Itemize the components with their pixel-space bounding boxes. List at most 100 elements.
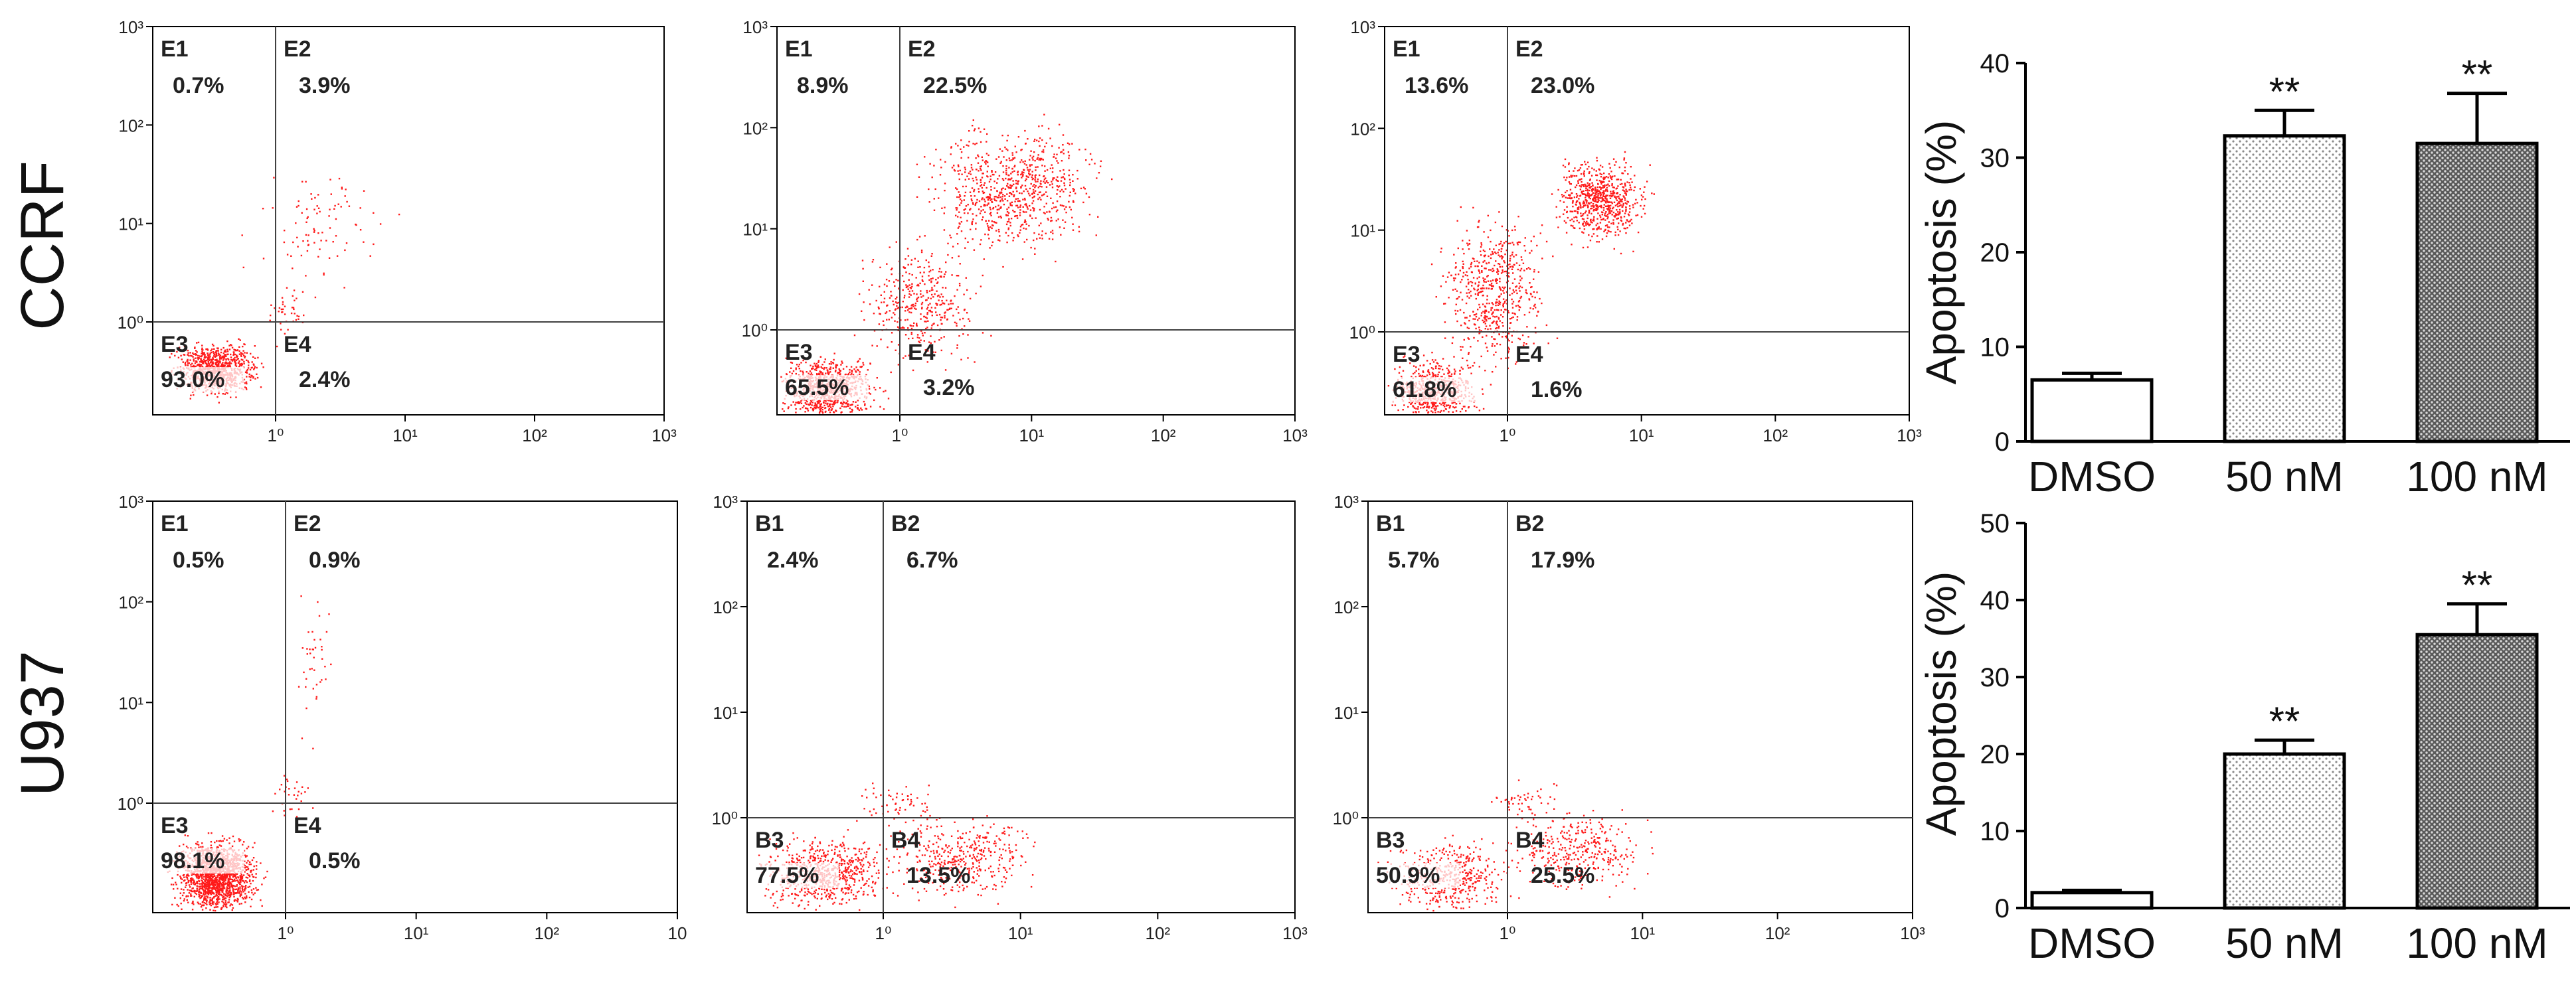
quadrant-label-backdrop xyxy=(158,367,244,392)
quadrant-name: E1 xyxy=(1393,37,1420,62)
y-tick-label: 10⁰ xyxy=(712,808,738,828)
plot-frame xyxy=(152,26,665,416)
quadrant-percent: 2.4% xyxy=(767,548,819,573)
x-tick-label: 10¹ xyxy=(1630,923,1656,943)
quadrant-name: B4 xyxy=(891,828,920,853)
flow-panel-u937-50nm: B1 2.4% B2 6.7% B3 77.5% B4 13.5% 1⁰ 10¹ 10² 10³ 10³… xyxy=(712,492,1308,943)
bar-chart-ccrf: 0 10 20 30 40 Apoptosis (%) DMSO ** 50 nM ** 100 n… xyxy=(1917,49,2570,500)
y-tick-label: 0 xyxy=(1995,427,2010,457)
quadrant-percent: 25.5% xyxy=(1531,863,1594,888)
quadrant-label-backdrop xyxy=(1390,377,1476,402)
category-label: 100 nM xyxy=(2406,453,2547,500)
quadrant-name: E3 xyxy=(161,332,189,357)
quadrant-percent: 0.9% xyxy=(309,548,361,573)
y-tick-label: 10⁰ xyxy=(118,313,143,333)
quadrant-label-backdrop xyxy=(1373,863,1460,888)
x-tick-label: 10³ xyxy=(651,425,677,445)
apoptosis-bar-charts: 0 10 20 30 40 Apoptosis (%) DMSO ** 50 nM ** 100 n… xyxy=(1917,49,2570,967)
category-label: DMSO xyxy=(2028,919,2156,967)
quadrant-name: E4 xyxy=(284,332,311,357)
x-tick-label: 1⁰ xyxy=(278,923,294,943)
x-tick-label: 10 xyxy=(668,923,687,943)
plot-frame xyxy=(746,500,1296,913)
y-tick-label: 10² xyxy=(118,593,143,613)
quadrant-name: E2 xyxy=(908,37,936,62)
plot-frame xyxy=(1367,500,1913,913)
y-tick-label: 10³ xyxy=(742,17,768,37)
y-tick-label: 10¹ xyxy=(713,703,738,723)
y-tick-label: 10² xyxy=(1350,119,1375,139)
bar-100nm xyxy=(2415,141,2539,443)
y-tick-label: 30 xyxy=(1980,144,2010,173)
y-tick-label: 10¹ xyxy=(1350,221,1375,241)
quadrant-name: B2 xyxy=(1515,511,1544,536)
quadrant-name: E4 xyxy=(908,340,936,365)
quadrant-name: E4 xyxy=(294,813,321,838)
quadrant-label-backdrop xyxy=(782,375,869,400)
y-tick-label: 40 xyxy=(1980,586,2010,615)
quadrant-percent: 65.5% xyxy=(785,375,849,400)
quadrant-name: E2 xyxy=(294,511,321,536)
y-tick-label: 10¹ xyxy=(118,693,143,713)
quadrant-name: B1 xyxy=(1376,511,1405,536)
flow-panel-u937-100nm: B1 5.7% B2 17.9% B3 50.9% B4 25.5% 1⁰ 10¹ 10² 10³ 10… xyxy=(1333,492,1925,943)
category-label: DMSO xyxy=(2028,453,2156,500)
quadrant-percent: 50.9% xyxy=(1376,863,1440,888)
quadrant-name: E2 xyxy=(1515,37,1543,62)
x-tick-label: 1⁰ xyxy=(268,425,284,445)
y-tick-label: 10⁰ xyxy=(1349,323,1375,342)
x-tick-label: 10² xyxy=(1146,923,1171,943)
y-tick-label: 10⁰ xyxy=(1333,808,1359,828)
quadrant-name: B4 xyxy=(1515,828,1545,853)
y-tick-label: 10¹ xyxy=(1333,703,1359,723)
y-tick-label: 10 xyxy=(1980,817,2010,846)
quadrant-name: B2 xyxy=(891,511,920,536)
event-dots xyxy=(1377,779,1654,912)
quadrant-percent: 13.6% xyxy=(1405,73,1468,98)
plot-frame xyxy=(776,26,1296,416)
quadrant-name: B1 xyxy=(755,511,784,536)
x-tick-label: 1⁰ xyxy=(875,923,892,943)
quadrant-name: B3 xyxy=(1376,828,1405,853)
bar-50nm xyxy=(2223,752,2346,910)
quadrant-percent: 77.5% xyxy=(755,863,819,888)
x-tick-label: 10² xyxy=(1765,923,1790,943)
row-label-ccrf: CCRF xyxy=(9,161,76,331)
y-axis-label: Apoptosis (%) xyxy=(1917,571,1965,836)
quadrant-name: E2 xyxy=(284,37,311,62)
y-axis-label: Apoptosis (%) xyxy=(1917,120,1965,384)
y-tick-label: 10³ xyxy=(118,17,143,37)
x-tick-label: 10² xyxy=(535,923,560,943)
x-tick-label: 1⁰ xyxy=(892,425,908,445)
quadrant-percent: 6.7% xyxy=(906,548,958,573)
bar-chart-u937: 0 10 20 30 40 50 Apoptosis (%) DMSO ** 50 nM ** 100… xyxy=(1917,509,2570,967)
significance-marker: ** xyxy=(2462,52,2493,97)
x-tick-label: 10² xyxy=(1763,425,1788,445)
quadrant-percent: 0.5% xyxy=(173,548,224,573)
x-tick-label: 1⁰ xyxy=(1500,425,1516,445)
y-tick-label: 10² xyxy=(742,118,768,138)
y-tick-label: 10¹ xyxy=(118,214,143,234)
category-label: 100 nM xyxy=(2406,919,2547,967)
x-tick-label: 10¹ xyxy=(1019,425,1045,445)
significance-marker: ** xyxy=(2462,563,2493,607)
y-tick-label: 10⁰ xyxy=(118,794,143,814)
bar-dmso xyxy=(2030,378,2154,443)
quadrant-percent: 61.8% xyxy=(1393,377,1456,402)
quadrant-percent: 23.0% xyxy=(1531,73,1594,98)
quadrant-name: E3 xyxy=(161,813,189,838)
quadrant-label-backdrop xyxy=(158,848,244,874)
bar-50nm xyxy=(2223,134,2346,443)
y-tick-label: 30 xyxy=(1980,663,2010,692)
significance-marker: ** xyxy=(2269,699,2300,743)
category-label: 50 nM xyxy=(2225,453,2344,500)
y-tick-label: 10² xyxy=(713,597,738,617)
y-tick-label: 10³ xyxy=(1333,492,1359,512)
y-tick-label: 20 xyxy=(1980,238,2010,267)
y-tick-label: 10² xyxy=(1333,597,1359,617)
flow-panel-u937-dmso: E1 0.5% E2 0.9% E3 98.1% E4 0.5% 1⁰ 10¹ 10² 10 10³ 10… xyxy=(118,492,687,943)
quadrant-percent: 22.5% xyxy=(923,73,987,98)
y-tick-label: 10² xyxy=(118,115,143,135)
x-tick-label: 10¹ xyxy=(1008,923,1033,943)
